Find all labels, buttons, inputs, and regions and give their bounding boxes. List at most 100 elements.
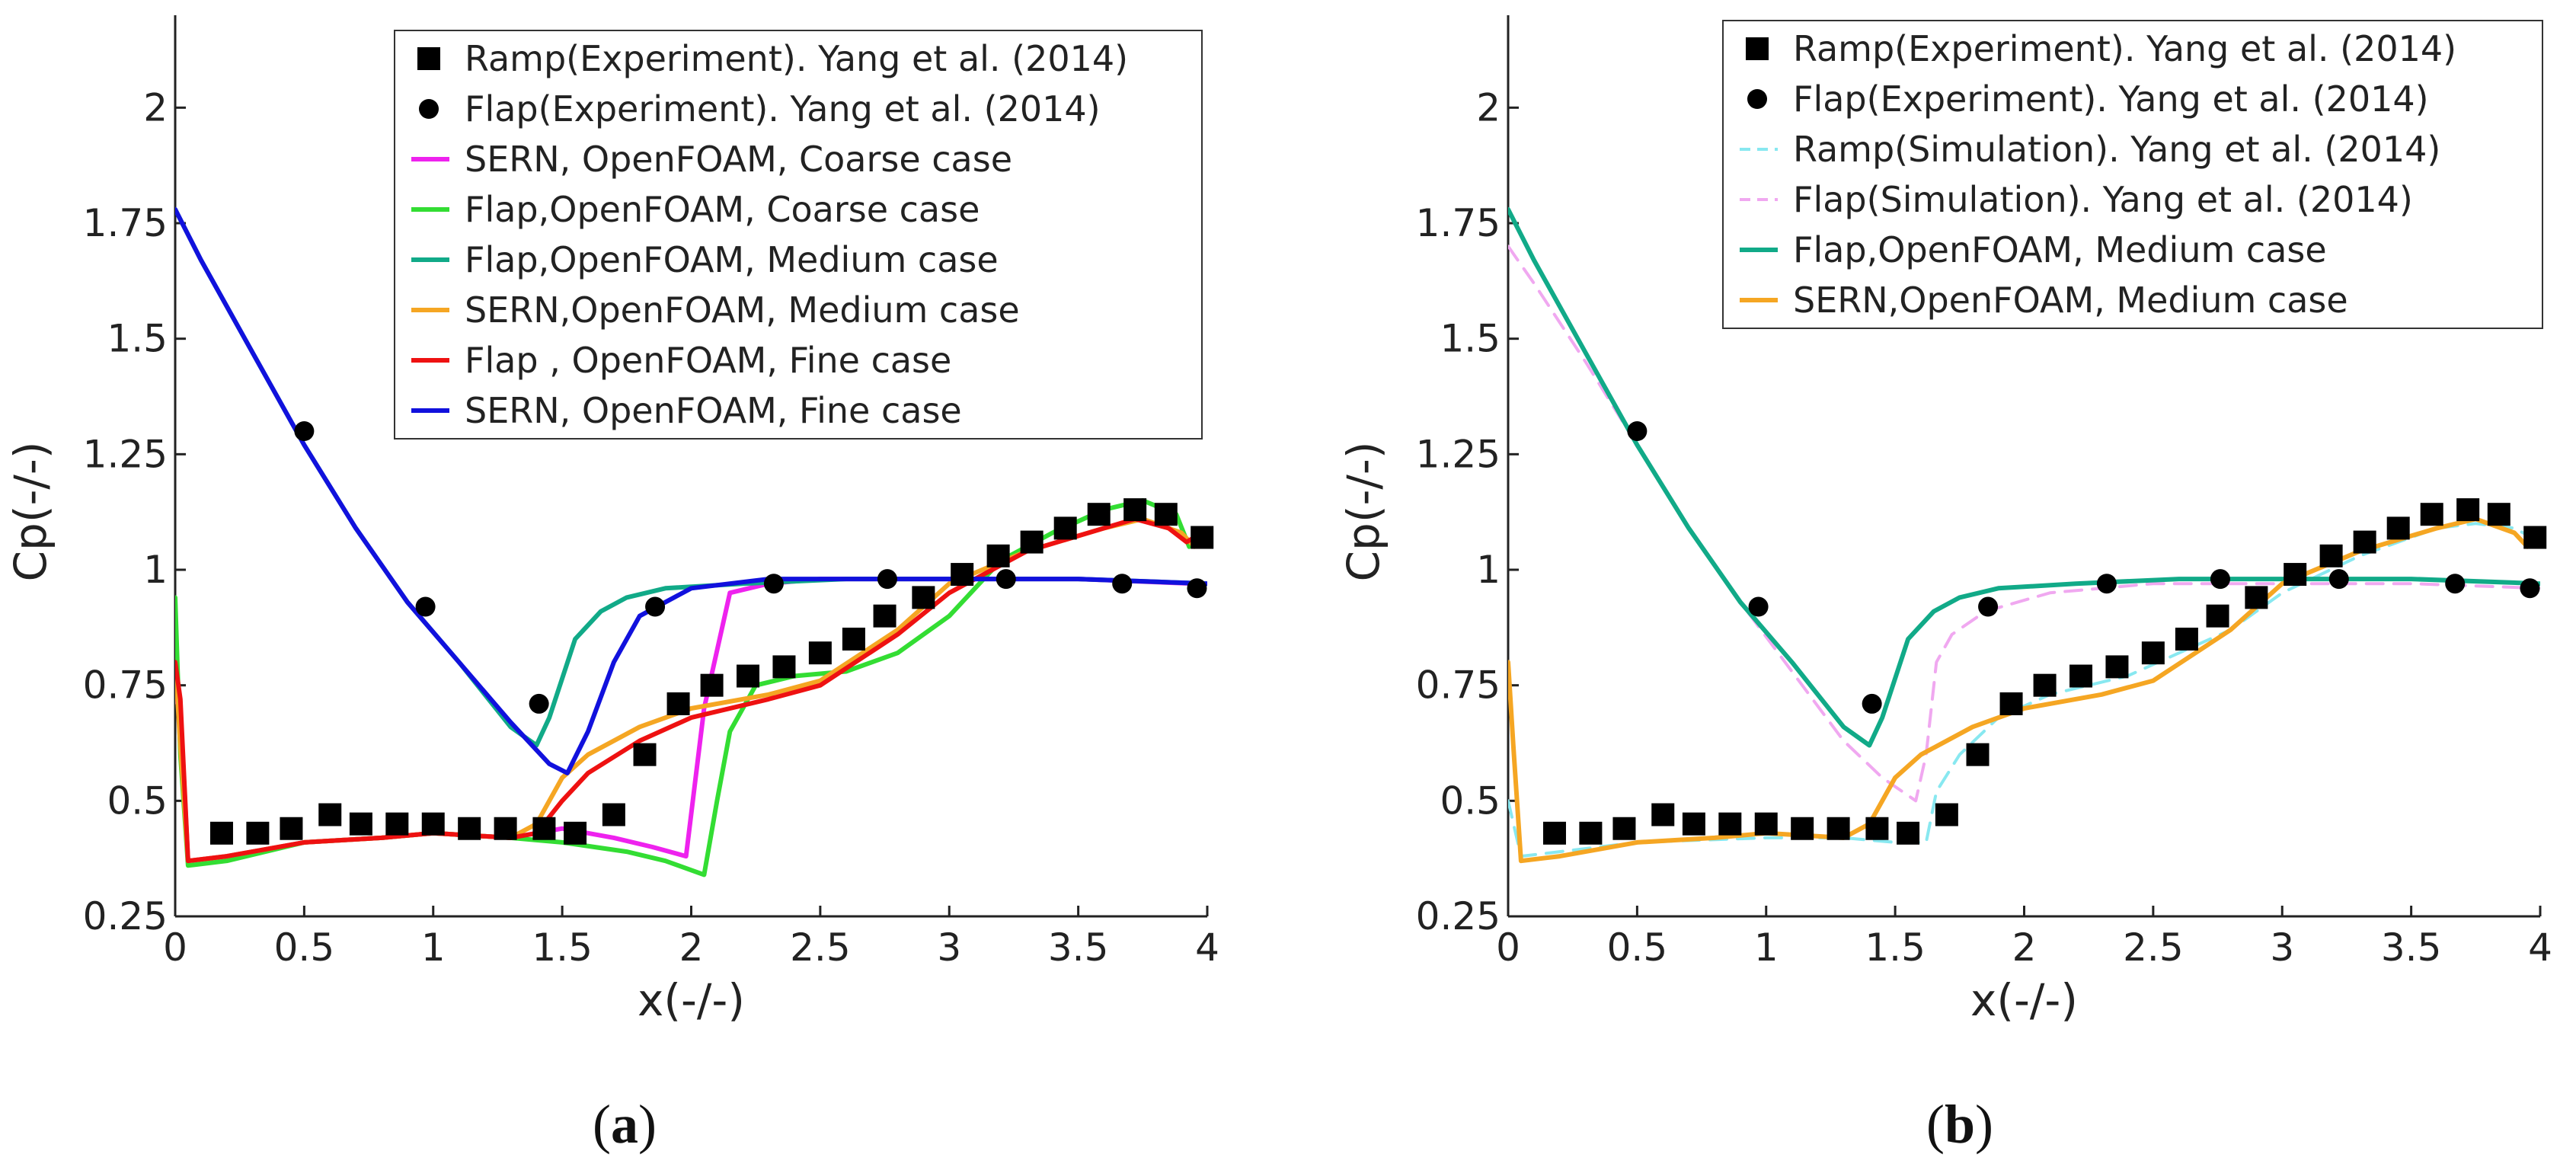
ramp-experiment-point — [2386, 516, 2410, 540]
flap-experiment-point — [2096, 574, 2117, 594]
ramp-experiment-point — [1827, 817, 1850, 840]
ramp-experiment-point — [246, 821, 270, 845]
legend-entry-label: SERN,OpenFOAM, Medium case — [465, 289, 1020, 331]
ramp-experiment-point — [1579, 821, 1603, 845]
ramp-experiment-point — [2523, 526, 2547, 549]
flap-experiment-point — [529, 693, 549, 714]
flap-experiment-point — [2520, 578, 2540, 599]
x-tick-label: 1 — [1754, 925, 1779, 970]
plot-area — [175, 206, 1207, 878]
ramp-experiment-point — [1935, 803, 1958, 826]
flap-experiment-point — [996, 569, 1016, 590]
legend-entry-label: Flap(Experiment). Yang et al. (2014) — [465, 88, 1101, 129]
y-tick-label: 0.75 — [83, 663, 168, 708]
x-tick-label: 4 — [1195, 925, 1219, 970]
legend-circle-marker — [419, 99, 439, 119]
ramp-experiment-point — [873, 604, 896, 628]
panel-label-b: (b) — [1926, 1094, 1993, 1155]
x-tick-label: 1 — [421, 925, 446, 970]
x-tick-label: 1.5 — [1865, 925, 1926, 970]
y-tick-label: 1.5 — [107, 317, 168, 361]
legend: Ramp(Experiment). Yang et al. (2014) Flap… — [394, 30, 1203, 440]
legend-entry-label: SERN, OpenFOAM, Fine case — [465, 390, 962, 431]
legend-entry-label: Ramp(Simulation). Yang et al. (2014) — [1793, 129, 2440, 170]
x-tick-label: 2.5 — [2123, 925, 2184, 970]
ramp-experiment-point — [951, 563, 974, 587]
ramp-experiment-point — [1651, 803, 1675, 826]
ramp-experiment-point — [385, 812, 409, 836]
y-tick-label: 1.25 — [1416, 432, 1501, 476]
x-tick-label: 0.5 — [274, 925, 335, 970]
ramp-experiment-point — [737, 664, 760, 688]
flap-experiment-point — [1862, 693, 1882, 714]
ramp-experiment-point — [1191, 526, 1214, 549]
x-tick-label: 2 — [2012, 925, 2037, 970]
ramp-experiment-point — [2456, 498, 2480, 522]
flap-experiment-point — [2328, 569, 2349, 590]
ramp-experiment-point — [2033, 673, 2057, 697]
ramp-experiment-point — [912, 586, 935, 609]
ramp-experiment-point — [602, 803, 625, 826]
flap-experiment-point — [763, 574, 784, 594]
ramp-experiment-point — [564, 821, 587, 845]
ramp-experiment-point — [1966, 743, 1990, 766]
chart-panel-a: 0 0.5 1 1.5 2 2.5 3 3.5 4 0.25 0.5 0.75 1 1.25 1.5 1.75… — [5, 15, 1219, 1155]
legend-square-marker — [417, 47, 440, 70]
y-axis-label: Cp(-/-) — [5, 442, 56, 582]
ramp-experiment-point — [1682, 812, 1705, 836]
ramp-experiment-point — [808, 641, 832, 665]
x-axis-label: x(-/-) — [1970, 974, 2078, 1026]
y-axis-label: Cp(-/-) — [1338, 442, 1389, 582]
ramp-experiment-point — [1612, 817, 1636, 840]
series-line-3 — [1508, 516, 2530, 864]
ramp-experiment-point — [2105, 655, 2129, 679]
y-tick-label: 0.5 — [107, 778, 168, 823]
legend-entry-label: Flap,OpenFOAM, Medium case — [1793, 229, 2327, 270]
series-line-5 — [175, 206, 1207, 775]
series-line-2 — [1508, 206, 2540, 748]
x-tick-label: 0 — [163, 925, 187, 970]
y-tick-label: 2 — [1476, 85, 1501, 129]
ramp-experiment-point — [2284, 563, 2307, 587]
y-tick-label: 2 — [143, 85, 168, 129]
ramp-experiment-point — [2487, 503, 2510, 526]
flap-experiment-point — [1112, 574, 1133, 594]
flap-experiment-point — [1187, 578, 1207, 599]
ramp-experiment-point — [1754, 812, 1778, 836]
legend-entry-label: SERN, OpenFOAM, Coarse case — [465, 139, 1012, 180]
legend-entry-label: Flap(Simulation). Yang et al. (2014) — [1793, 179, 2413, 220]
ramp-experiment-point — [2141, 641, 2165, 665]
flap-experiment-point — [645, 596, 666, 617]
ramp-experiment-point — [1053, 516, 1077, 540]
x-tick-label: 3.5 — [2381, 925, 2442, 970]
ramp-experiment-point — [1791, 817, 1814, 840]
ramp-experiment-point — [1865, 817, 1889, 840]
y-tick-label: 0.25 — [1416, 894, 1501, 938]
ramp-experiment-point — [2319, 544, 2343, 567]
legend-entry-label: Flap(Experiment). Yang et al. (2014) — [1793, 78, 2429, 120]
chart-panel-b: 0 0.5 1 1.5 2 2.5 3 3.5 4 0.25 0.5 0.75 1 1.25 1.5 1.75… — [1338, 15, 2552, 1155]
ramp-experiment-point — [1897, 821, 1920, 845]
y-tick-label: 1 — [143, 548, 168, 592]
y-tick-label: 1.75 — [1416, 201, 1501, 245]
y-tick-label: 0.75 — [1416, 663, 1501, 708]
legend-circle-marker — [1747, 89, 1767, 109]
flap-experiment-point — [2445, 574, 2466, 594]
x-tick-label: 2 — [679, 925, 704, 970]
series-line-4 — [175, 516, 1197, 864]
legend-entry-label: Ramp(Experiment). Yang et al. (2014) — [465, 38, 1128, 79]
ramp-experiment-point — [494, 817, 517, 840]
x-tick-label: 3.5 — [1048, 925, 1109, 970]
ramp-experiment-point — [532, 817, 556, 840]
ramp-experiment-point — [421, 812, 445, 836]
ramp-experiment-point — [666, 692, 690, 715]
legend-box — [394, 30, 1203, 440]
ramp-experiment-point — [700, 673, 724, 697]
ramp-experiment-point — [2245, 586, 2268, 609]
y-tick-label: 1 — [1476, 548, 1501, 592]
x-tick-label: 1.5 — [532, 925, 593, 970]
ramp-experiment-point — [2353, 530, 2376, 554]
y-tick-label: 1.25 — [83, 432, 168, 476]
ramp-experiment-point — [633, 743, 657, 766]
y-tick-label: 1.5 — [1440, 317, 1501, 361]
